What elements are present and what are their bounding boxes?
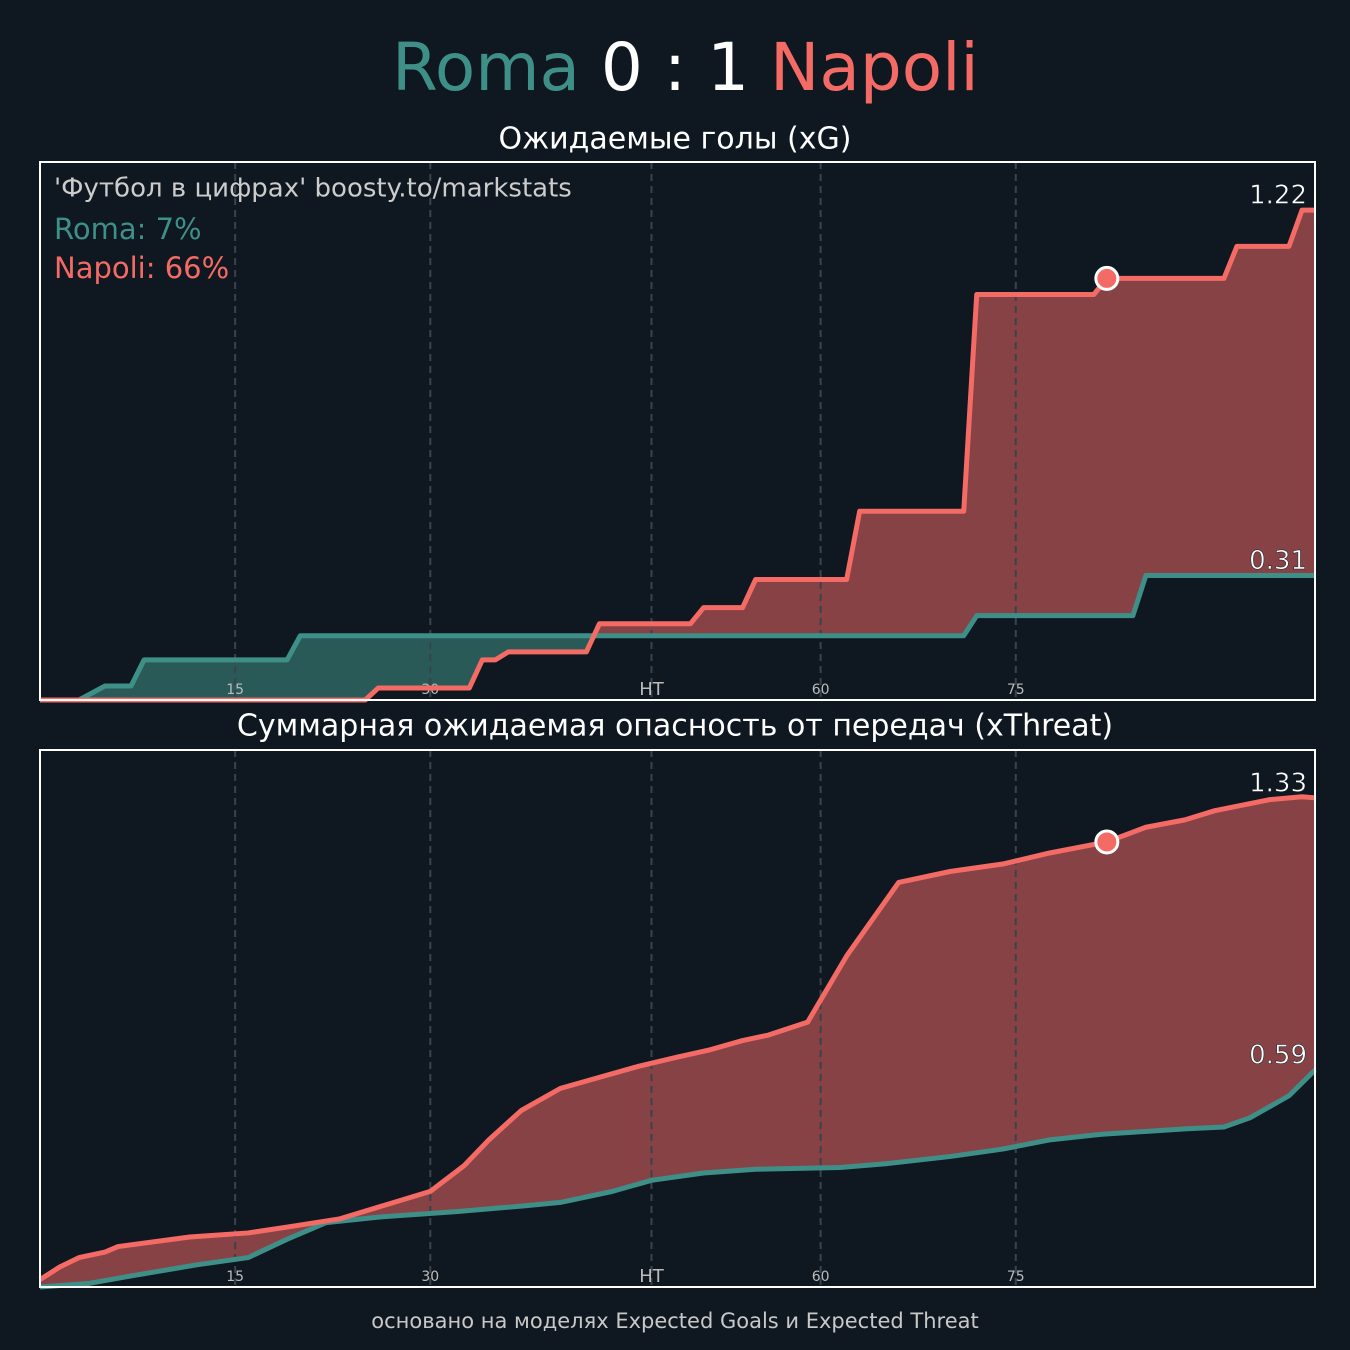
goal-marker bbox=[1094, 265, 1120, 291]
score: 0 : 1 bbox=[601, 29, 749, 106]
goal-marker bbox=[1094, 829, 1120, 855]
series-line bbox=[40, 573, 1315, 703]
x-tick-label: HT bbox=[639, 679, 665, 700]
panel-title: Ожидаемые голы (xG) bbox=[499, 122, 852, 157]
end-label: 1.33 bbox=[1249, 768, 1307, 798]
series-line bbox=[39, 1068, 1317, 1290]
end-label: 1.22 bbox=[1249, 181, 1307, 211]
home-probability: Roma: 7% bbox=[54, 212, 202, 246]
panel-title: Суммарная ожидаемая опасность от передач… bbox=[237, 709, 1113, 744]
away-team: Napoli bbox=[770, 29, 979, 106]
x-tick-label: 30 bbox=[421, 1269, 439, 1285]
x-tick-label: 60 bbox=[812, 1269, 830, 1285]
area-fill bbox=[40, 210, 1315, 700]
end-label: 0.31 bbox=[1249, 546, 1307, 576]
panel-frame bbox=[39, 749, 1316, 1288]
series-line bbox=[38, 794, 1316, 1282]
x-tick-label: 15 bbox=[226, 1269, 244, 1285]
x-tick-label: 60 bbox=[812, 682, 830, 698]
x-tick-label: 75 bbox=[1007, 682, 1025, 698]
home-team: Roma bbox=[392, 29, 580, 106]
end-label: 0.59 bbox=[1249, 1040, 1307, 1070]
series-line bbox=[40, 207, 1315, 703]
x-tick-label: 15 bbox=[226, 682, 244, 698]
away-probability: Napoli: 66% bbox=[54, 251, 229, 285]
watermark: 'Футбол в цифрах' boosty.to/markstats bbox=[54, 174, 572, 204]
x-tick-label: HT bbox=[639, 1266, 665, 1287]
x-tick-label: 75 bbox=[1007, 1269, 1025, 1285]
panel-frame bbox=[39, 161, 1316, 701]
footer: основано на моделях Expected Goals и Exp… bbox=[371, 1309, 978, 1333]
